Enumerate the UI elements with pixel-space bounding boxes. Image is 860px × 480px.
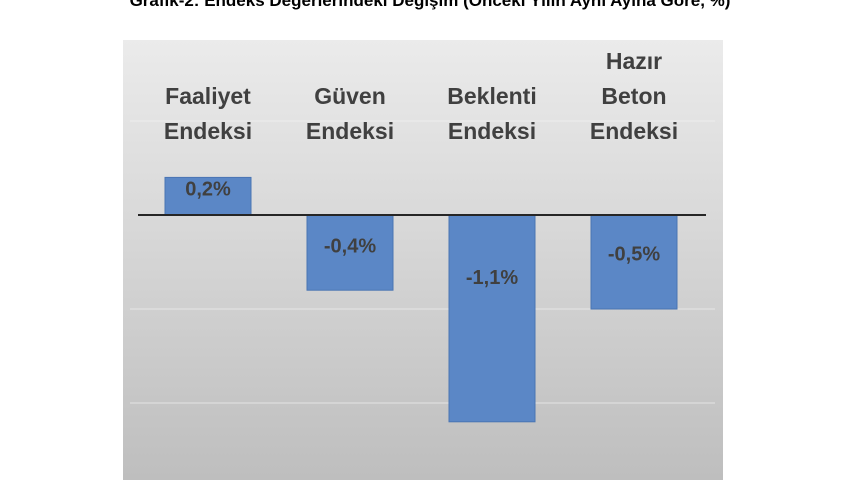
- category-label-3-line-0: Hazır: [606, 48, 662, 74]
- chart-title: Grafik-2: Endeks Değerlerindeki Değişim …: [129, 0, 731, 10]
- category-label-3-line-1: Beton: [601, 83, 666, 109]
- bar-1: [306, 214, 394, 291]
- category-label-1-line-0: Güven: [314, 83, 386, 109]
- data-label-1: -0,4%: [324, 236, 376, 258]
- category-label-0-line-1: Endeksi: [164, 118, 252, 144]
- bar-0: [164, 176, 252, 216]
- bars: [164, 176, 678, 423]
- data-label-0: 0,2%: [185, 178, 231, 200]
- bar-2: [448, 214, 536, 423]
- data-label-3: -0,5%: [608, 243, 660, 265]
- category-label-3-line-2: Endeksi: [590, 118, 678, 144]
- category-label-1-line-1: Endeksi: [306, 118, 394, 144]
- bar-3: [590, 214, 678, 310]
- category-label-2-line-1: Endeksi: [448, 118, 536, 144]
- labels: 0,2% Faaliyet Endeksi -0,4% Güven Endeksi -1,1…: [164, 48, 678, 289]
- category-label-0-line-0: Faaliyet: [165, 83, 251, 109]
- category-label-2-line-0: Beklenti: [447, 83, 536, 109]
- data-label-2: -1,1%: [466, 267, 518, 289]
